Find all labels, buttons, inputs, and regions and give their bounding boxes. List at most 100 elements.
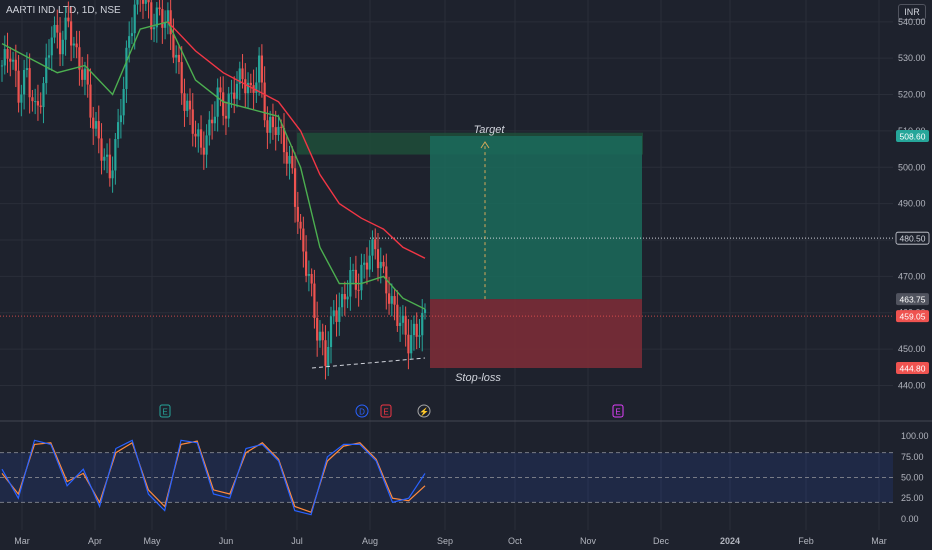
candle-body (415, 323, 418, 337)
candle-body (14, 59, 17, 71)
candle-body (158, 7, 161, 10)
candle-body (299, 221, 302, 229)
candle-body (310, 274, 313, 284)
candle-body (219, 87, 222, 93)
candle-body (338, 307, 341, 322)
candle-body (321, 331, 324, 341)
candle-body (390, 296, 393, 304)
candle-body (368, 255, 371, 270)
event-letter: E (615, 408, 620, 417)
candle-body (202, 147, 205, 155)
candle-body (177, 54, 181, 63)
candle-body (285, 152, 288, 164)
candle-body (365, 262, 369, 270)
candle-body (125, 47, 128, 89)
target-label: Target (474, 124, 506, 136)
target-zone (430, 136, 642, 300)
time-axis: Mar Apr May Jun Jul Aug Sep Oct Nov Dec 2024 Feb Mar (14, 536, 887, 546)
candle-body (271, 116, 275, 128)
candle-body (164, 22, 167, 28)
event-letter: E (383, 408, 388, 417)
candle-body (75, 43, 78, 48)
candle-body (288, 155, 291, 164)
currency-badge[interactable]: INR (898, 4, 926, 20)
candle-body (103, 156, 106, 161)
candle-body (105, 154, 109, 157)
x-tick-label: Nov (580, 536, 597, 546)
candle-body (407, 334, 410, 354)
candle-body (211, 119, 214, 124)
x-tick-label: Aug (362, 536, 378, 546)
candle-body (100, 138, 103, 161)
candle-body (318, 331, 322, 341)
candle-body (94, 121, 98, 129)
candle-body (296, 206, 299, 222)
candle-body (45, 57, 48, 84)
candle-body (186, 100, 189, 111)
candle-body (197, 129, 200, 137)
candle-body (144, 0, 147, 4)
candle-body (360, 264, 363, 291)
candle-body (199, 129, 203, 148)
candle-body (216, 87, 219, 117)
candle-body (266, 120, 269, 133)
ema-slow-line (167, 21, 426, 259)
y-tick-label: 500.00 (898, 162, 926, 172)
candle-body (410, 335, 413, 354)
y-tick-label: 450.00 (898, 344, 926, 354)
candle-body (421, 312, 424, 336)
stop-zone (430, 299, 642, 368)
candle-body (111, 170, 114, 179)
candle-body (61, 39, 64, 55)
candle-body (255, 82, 258, 93)
x-tick-label: Jul (291, 536, 303, 546)
price-badge-text-last: 459.05 (900, 312, 926, 322)
price-badge-entry (896, 293, 929, 306)
candle-body (152, 27, 156, 30)
candle-body (335, 310, 338, 322)
candle-body (20, 94, 23, 103)
trade-zones (0, 132, 893, 368)
candle-body (89, 84, 92, 118)
candle-body (329, 316, 333, 348)
candle-body (205, 135, 208, 155)
candle-body (188, 100, 192, 110)
candle-body (81, 69, 84, 80)
candle-body (269, 116, 272, 133)
dividend-icon (355, 404, 369, 418)
candle-body (180, 62, 183, 94)
candle-body (78, 47, 81, 70)
candle-body (117, 122, 120, 140)
candle-body (58, 32, 62, 55)
candle-body (258, 55, 261, 83)
candle-body (374, 239, 377, 250)
x-tick-label: Dec (653, 536, 670, 546)
candle-body (122, 88, 125, 116)
moving-averages (1, 20, 426, 310)
chart-title: AARTI IND LTD, 1D, NSE (6, 5, 121, 16)
candle-body (191, 109, 194, 134)
price-series (0, 0, 427, 380)
candle-body (352, 269, 355, 271)
candle-body (36, 101, 40, 106)
candle-body (92, 117, 95, 129)
price-badge-text-entry: 463.75 (900, 295, 926, 305)
event-marker-4: E (612, 404, 624, 418)
event-letter: ⚡ (419, 407, 429, 417)
stoch-tick-label: 75.00 (901, 452, 924, 462)
candle-body (222, 92, 225, 116)
candle-body (401, 315, 404, 323)
x-tick-label: Jun (219, 536, 234, 546)
candle-body (332, 310, 335, 317)
candle-body (166, 10, 169, 23)
candle-body (175, 54, 178, 58)
candle-body (376, 249, 380, 269)
candle-body (241, 68, 244, 80)
candle-body (230, 92, 233, 94)
earnings-icon (159, 404, 171, 418)
price-badge-last (896, 310, 929, 323)
candle-body (277, 126, 280, 135)
candle-body (343, 294, 346, 300)
annotations: Target Stop-loss E D E ⚡ E (159, 124, 624, 418)
